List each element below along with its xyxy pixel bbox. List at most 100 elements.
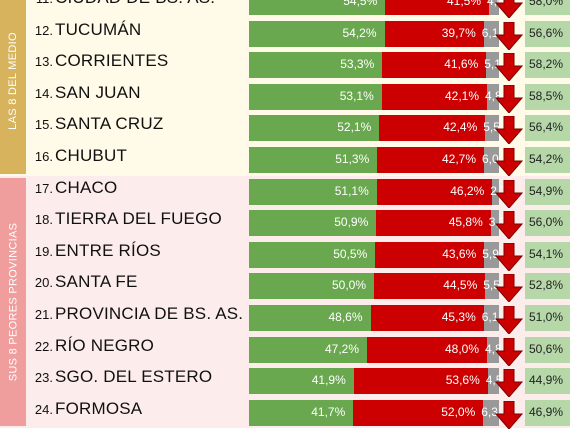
data-label: 5,5: [483, 278, 500, 293]
right-value: 58,2%: [529, 57, 564, 72]
data-label: 42,7%: [442, 152, 477, 166]
data-label: 42,4%: [443, 120, 478, 135]
down-arrow-icon: [494, 116, 524, 145]
province-name: CHACO: [55, 177, 118, 197]
right-value: 54,9%: [529, 183, 564, 198]
province-name: SANTA FE: [55, 272, 138, 292]
bar-segment-grey: [483, 20, 499, 47]
rank-label: 20.: [34, 275, 53, 291]
data-label: 54,5%: [343, 0, 378, 8]
data-label: 50,0%: [332, 278, 367, 293]
data-label: 53,3%: [340, 57, 375, 72]
data-label: 4,0: [487, 0, 504, 8]
data-label: 53,1%: [339, 88, 374, 103]
bar-segment-green: [249, 83, 382, 110]
data-label: 50,5%: [333, 246, 368, 261]
bar-segment-red: [375, 241, 485, 268]
rank-label: 17.: [34, 180, 53, 196]
table-row: 13. CORRIENTES 53,3% 41,6% 5,1 58,2%: [0, 49, 570, 82]
bar-segment-red: [374, 273, 486, 300]
rank-label: 15.: [34, 117, 53, 133]
data-label: 41,6%: [444, 57, 479, 72]
table-row: 16. CHUBUT 51,3% 42,7% 6,0 54,2%: [0, 144, 570, 176]
bar-segment-red: [382, 52, 487, 79]
bar-segment-green: [249, 0, 386, 15]
down-arrow-icon: [494, 53, 524, 82]
data-label: 43,6%: [442, 246, 477, 261]
table-row: 24. FORMOSA 41,7% 52,0% 6,3 46,9%: [0, 397, 570, 429]
data-label: 41,5%: [447, 0, 482, 8]
bar-segment-red: [367, 336, 487, 363]
table-row: 23. SGO. DEL ESTERO 41,9% 53,6% 4,5 44,9%: [0, 365, 570, 398]
data-label: 51,1%: [334, 183, 369, 198]
bar-segment-green: [249, 52, 383, 79]
rank-label: 16.: [34, 149, 53, 164]
rank-label: 24.: [34, 401, 53, 417]
right-value-cell: [525, 83, 570, 110]
province-name: RÍO NEGRO: [55, 335, 155, 355]
right-value-cell: [525, 52, 570, 79]
down-arrow-icon: [494, 369, 524, 398]
right-value-cell: [525, 115, 570, 142]
bar-segment-grey: [485, 273, 499, 300]
right-value: 56,6%: [529, 25, 564, 40]
province-name: TIERRA DEL FUEGO: [55, 209, 222, 229]
down-arrow-icon: [494, 84, 524, 113]
right-value-cell: [525, 0, 570, 15]
province-name: SANTA CRUZ: [55, 114, 164, 134]
data-label: 47,2%: [325, 341, 360, 356]
province-name: SAN JUAN: [55, 82, 141, 102]
down-arrow-icon: [494, 274, 524, 303]
right-value-cell: [525, 20, 570, 47]
data-label: 5,5: [483, 120, 500, 135]
rank-label: 18.: [34, 212, 53, 228]
data-label: 41,9%: [311, 373, 346, 388]
down-arrow-icon: [494, 148, 524, 176]
table-row: 14. SAN JUAN 53,1% 42,1% 4,8 58,5%: [0, 81, 570, 113]
province-name: CORRIENTES: [55, 51, 169, 71]
bar-segment-green: [249, 178, 377, 205]
data-label: 5,9: [482, 246, 499, 261]
bar-segment-grey: [483, 399, 499, 426]
data-label: 39,7%: [441, 25, 476, 40]
table-row: 19. ENTRE RÍOS 50,5% 43,6% 5,9 54,1%: [0, 239, 570, 271]
bar-segment-green: [249, 20, 385, 47]
data-label: 53,6%: [445, 373, 480, 388]
right-value: 54,2%: [529, 152, 564, 166]
bar-segment-red: [377, 147, 484, 173]
rank-label: 14.: [34, 85, 53, 101]
right-value: 44,9%: [529, 373, 564, 388]
right-value-cell: [525, 210, 570, 237]
province-name: CHUBUT: [55, 146, 128, 165]
down-arrow-icon: [494, 21, 524, 50]
rank-label: 19.: [34, 243, 53, 259]
rank-label: 12.: [34, 22, 53, 38]
bar-segment-green: [249, 273, 374, 300]
right-value: 52,8%: [529, 278, 564, 293]
data-label: 52,0%: [441, 404, 476, 419]
bar-segment-grey: [483, 305, 499, 331]
right-value-cell: [525, 178, 570, 205]
bar-segment-grey: [486, 52, 499, 79]
bar-segment-green: [249, 115, 380, 142]
right-value-cell: [525, 241, 570, 268]
data-label: 42,1%: [445, 88, 480, 103]
province-name: ENTRE RÍOS: [55, 240, 161, 260]
table-row: 11.CIUDAD DE BS. AS. 54,5% 41,5% 4,0 58,0%: [0, 0, 570, 18]
down-arrow-icon: [494, 242, 524, 271]
data-label: 46,2%: [450, 183, 485, 198]
bar-segment-grey: [484, 241, 499, 268]
bar-segment-red: [384, 20, 484, 47]
data-label: 51,3%: [335, 152, 370, 166]
down-arrow-icon: [494, 179, 524, 208]
bar-segment-grey: [487, 368, 499, 395]
down-arrow-icon: [494, 337, 524, 366]
bar-segment-green: [249, 336, 367, 363]
bar-segment-grey: [484, 147, 499, 173]
province-name: TUCUMÁN: [55, 19, 142, 39]
data-label: 45,8%: [448, 215, 483, 230]
bar-segment-red: [376, 210, 491, 237]
data-label: 6,3: [481, 404, 498, 419]
right-value-cell: [525, 336, 570, 363]
right-value-cell: [525, 273, 570, 300]
